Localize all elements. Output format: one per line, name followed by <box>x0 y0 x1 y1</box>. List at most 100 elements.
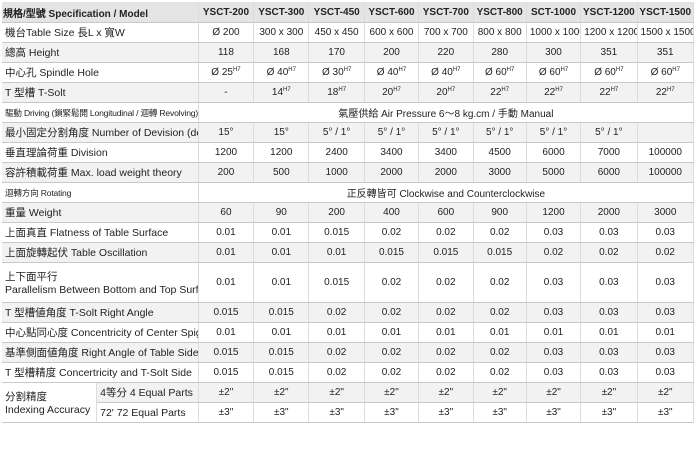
cell-sup: H7 <box>555 87 563 93</box>
cell: 6000 <box>580 162 638 183</box>
indexing-row: 72' 72 Equal Parts ±3" ±3" ±3" ±3" ±3" ±3" ±3" ±… <box>2 402 695 423</box>
cell: Ø 40H7 <box>418 62 474 83</box>
cell: 450 x 450 <box>308 22 365 43</box>
cell: Ø 60H7 <box>637 62 695 83</box>
cell: - <box>198 82 255 103</box>
cell: ±2" <box>364 382 420 403</box>
cell: 22H7 <box>637 82 695 103</box>
cell: 200 <box>364 42 420 63</box>
cell: 351 <box>637 42 695 63</box>
cell: 0.01 <box>198 322 255 343</box>
cell: 0.015 <box>253 302 310 323</box>
cell-text: Ø 40 <box>376 67 399 78</box>
cell: 600 <box>418 202 474 223</box>
cell: 4500 <box>473 142 527 163</box>
cell: 0.01 <box>637 322 695 343</box>
cell: 0.03 <box>580 362 638 383</box>
cell: 200 <box>198 162 255 183</box>
cell-sup: H7 <box>283 87 291 93</box>
cell-text: 22 <box>599 87 611 98</box>
row-label: 機台Table Size 長L x 寬W <box>2 22 199 43</box>
cell: 0.01 <box>308 242 365 263</box>
table-body: 規格/型號 Specification / Model YSCT-200 YSCT-… <box>2 2 695 423</box>
row-label: 最小固定分割角度 Number of Devision (degree) <box>2 122 199 143</box>
cell: 1200 <box>198 142 255 163</box>
cell: 118 <box>198 42 255 63</box>
indexing-label-line: 分割精度 <box>5 391 47 403</box>
cell: 2000 <box>364 162 420 183</box>
cell: 0.015 <box>364 242 420 263</box>
spec-row: 驅動 Driving (鎖緊鬆開 Longitudinal / 迴轉 Revol… <box>2 102 695 123</box>
cell: 60 <box>198 202 255 223</box>
cell: ±3" <box>637 402 695 423</box>
cell: 0.03 <box>580 262 638 303</box>
row-label: 迴轉方向 Rotating <box>2 182 199 203</box>
cell: 0.01 <box>364 322 420 343</box>
cell: 351 <box>580 42 638 63</box>
cell-text: 18 <box>327 87 339 98</box>
indexing-sub-label: 4等分 4 Equal Parts <box>96 382 199 403</box>
cell: 0.02 <box>418 262 474 303</box>
cell: 280 <box>473 42 527 63</box>
row-label: 上面真直 Flatness of Table Surface <box>2 222 199 243</box>
cell: 0.02 <box>308 302 365 323</box>
cell: 0.01 <box>473 322 527 343</box>
cell: 0.02 <box>526 242 582 263</box>
cell: 0.01 <box>253 322 310 343</box>
cell: ±3" <box>526 402 582 423</box>
cell: 0.01 <box>253 262 310 303</box>
cell: 300 <box>526 42 582 63</box>
row-label: 上下面平行 Parallelism Between Bottom and Top … <box>2 262 199 303</box>
row-label: 上面旋轉起伏 Table Oscillation <box>2 242 199 263</box>
cell-sup: H7 <box>452 67 461 73</box>
cell-sup: H7 <box>560 67 569 73</box>
indexing-label: 分割精度 Indexing Accuracy <box>2 382 98 423</box>
cell: 0.03 <box>526 302 582 323</box>
spec-row: 容許積載荷重 Max. load weight theory 200 500 1000… <box>2 162 695 183</box>
cell: 0.03 <box>580 342 638 363</box>
cell: 600 x 600 <box>364 22 420 43</box>
cell: 0.02 <box>364 222 420 243</box>
cell: 15° <box>253 122 310 143</box>
cell: 0.015 <box>198 342 255 363</box>
cell: 15° <box>198 122 255 143</box>
cell: Ø 40H7 <box>253 62 310 83</box>
row-label: 容許積載荷重 Max. load weight theory <box>2 162 199 183</box>
cell: 0.01 <box>198 222 255 243</box>
cell: 700 x 700 <box>418 22 474 43</box>
cell: Ø 25H7 <box>198 62 255 83</box>
model-name: YSCT-700 <box>418 2 474 23</box>
cell: 0.015 <box>198 302 255 323</box>
cell: 0.01 <box>308 322 365 343</box>
indexing-sub-label: 72' 72 Equal Parts <box>96 402 199 423</box>
cell: 0.02 <box>364 302 420 323</box>
spec-row: 機台Table Size 長L x 寬W Ø 200 300 x 300 450 x … <box>2 22 695 43</box>
spec-row: 重量 Weight 60 90 200 400 600 900 1200 2000 3000 <box>2 202 695 223</box>
cell: 0.03 <box>580 222 638 243</box>
cell: ±3" <box>418 402 474 423</box>
cell: 220 <box>418 42 474 63</box>
cell: 22H7 <box>526 82 582 103</box>
cell-text: Ø 40 <box>266 67 289 78</box>
cell: ±2" <box>637 382 695 403</box>
model-name: YSCT-450 <box>308 2 365 23</box>
model-name: YSCT-200 <box>198 2 255 23</box>
model-name: YSCT-1200 <box>580 2 638 23</box>
cell: Ø 40H7 <box>364 62 420 83</box>
cell: 18H7 <box>308 82 365 103</box>
cell-sup: H7 <box>667 87 675 93</box>
cell: 0.02 <box>364 362 420 383</box>
cell: 3000 <box>473 162 527 183</box>
cell: 0.03 <box>526 262 582 303</box>
row-label: 驅動 Driving (鎖緊鬆開 Longitudinal / 迴轉 Revol… <box>2 102 199 123</box>
span-cell: 正反轉皆可 Clockwise and Counterclockwise <box>198 182 695 203</box>
cell: 0.03 <box>637 222 695 243</box>
row-label: 垂直理論荷重 Division <box>2 142 199 163</box>
cell: 0.015 <box>473 242 527 263</box>
cell: 3400 <box>418 142 474 163</box>
cell: 0.03 <box>637 342 695 363</box>
cell: 1500 x 1500 <box>637 22 695 43</box>
cell: 3000 <box>637 202 695 223</box>
cell: 0.02 <box>473 342 527 363</box>
cell: 2000 <box>418 162 474 183</box>
